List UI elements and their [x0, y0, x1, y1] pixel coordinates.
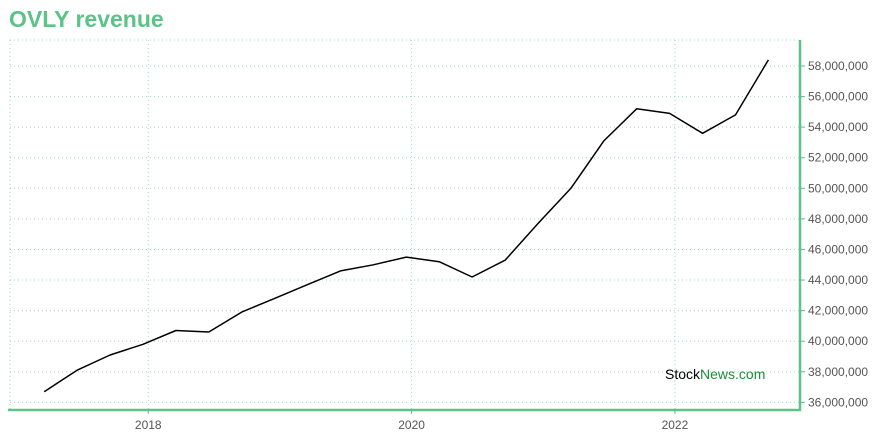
watermark-com: .com — [735, 366, 765, 382]
series-group — [43, 59, 770, 393]
axes — [8, 40, 805, 414]
x-tick-label: 2022 — [662, 418, 689, 432]
y-tick-labels: 36,000,000 38,000,000 40,000,000 42,000,000… — [808, 59, 868, 409]
y-tick-label: 44,000,000 — [808, 273, 868, 287]
y-tick-label: 54,000,000 — [808, 120, 868, 134]
y-tick-label: 48,000,000 — [808, 212, 868, 226]
watermark-news: News — [700, 366, 735, 382]
x-tick-label: 2020 — [398, 418, 425, 432]
y-tick-label: 42,000,000 — [808, 304, 868, 318]
x-tick-labels: 2018 2020 2022 — [135, 418, 689, 432]
watermark: StockNews.com — [665, 366, 765, 382]
y-tick-label: 50,000,000 — [808, 181, 868, 195]
y-tick-label: 38,000,000 — [808, 365, 868, 379]
y-tick-label: 46,000,000 — [808, 242, 868, 256]
y-tick-label: 58,000,000 — [808, 59, 868, 73]
y-tick-label: 52,000,000 — [808, 151, 868, 165]
x-tick-label: 2018 — [135, 418, 162, 432]
y-tick-label: 56,000,000 — [808, 90, 868, 104]
grid-lines — [9, 39, 800, 410]
y-tick-label: 36,000,000 — [808, 395, 868, 409]
series-line-revenue — [43, 59, 770, 393]
y-tick-label: 40,000,000 — [808, 334, 868, 348]
chart-title: OVLY revenue — [9, 6, 164, 32]
watermark-stock: Stock — [665, 366, 701, 382]
